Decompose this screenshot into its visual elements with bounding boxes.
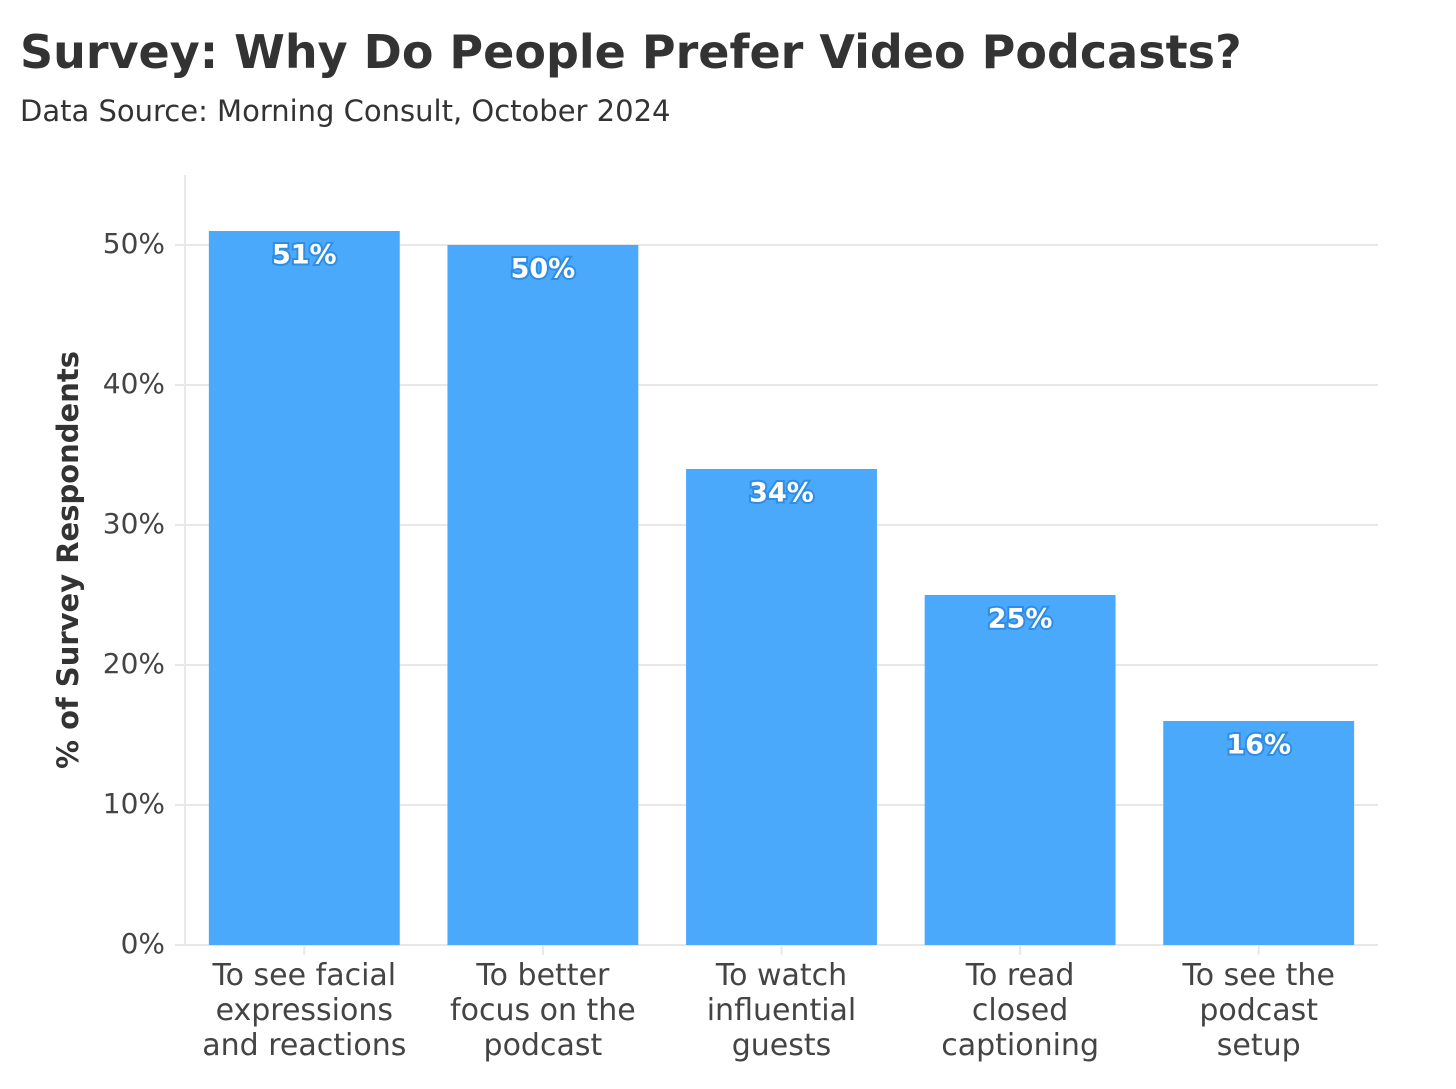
bar <box>1163 721 1355 945</box>
y-axis-title: % of Survey Respondents <box>51 351 85 769</box>
value-label: 16% <box>1226 730 1291 761</box>
y-tick-label: 50% <box>103 227 165 260</box>
x-tick-label: To watch influential guests <box>707 958 857 1063</box>
x-tick-label: To read closed captioning <box>941 958 1099 1063</box>
y-tick-label: 40% <box>103 367 165 400</box>
x-tick-label: To see facial expressions and reactions <box>202 958 406 1063</box>
bar <box>686 469 877 945</box>
bar <box>924 595 1116 945</box>
value-label: 25% <box>988 604 1053 635</box>
y-tick-label: 10% <box>103 787 165 820</box>
y-tick-label: 30% <box>103 507 165 540</box>
bar <box>208 231 400 945</box>
bar <box>447 245 639 945</box>
x-tick-label: To see the podcast setup <box>1181 958 1334 1063</box>
chart-title: Survey: Why Do People Prefer Video Podca… <box>20 25 1242 79</box>
x-tick-label: To better focus on the podcast <box>450 958 636 1063</box>
value-label: 50% <box>511 254 576 285</box>
value-label: 51% <box>272 240 337 271</box>
chart-subtitle: Data Source: Morning Consult, October 20… <box>20 94 670 128</box>
y-tick-label: 20% <box>103 647 165 680</box>
value-label: 34% <box>749 478 814 509</box>
y-tick-label: 0% <box>121 927 165 960</box>
